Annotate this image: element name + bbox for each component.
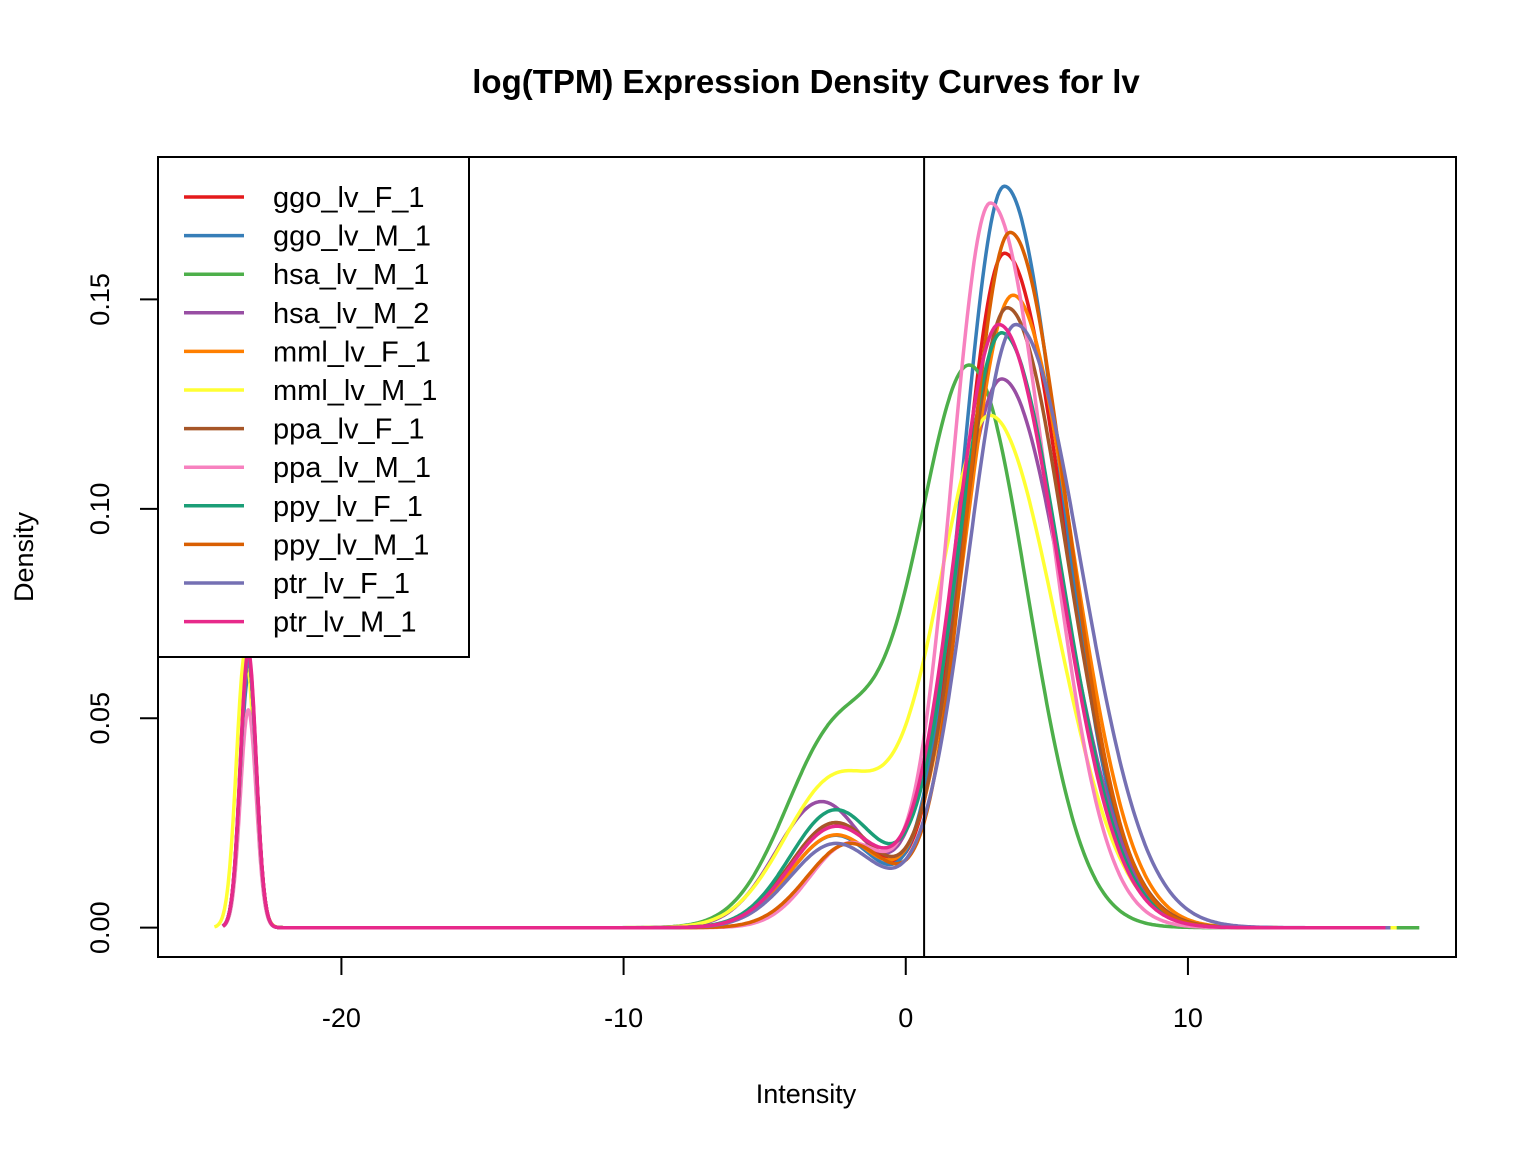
y-tick-label: 0.15 bbox=[85, 273, 115, 326]
legend-label: ppa_lv_M_1 bbox=[273, 452, 431, 484]
legend-label: ppa_lv_F_1 bbox=[273, 414, 425, 446]
legend-label: ppy_lv_M_1 bbox=[273, 529, 429, 561]
legend-label: ptr_lv_M_1 bbox=[273, 607, 416, 639]
x-tick-label: 10 bbox=[1173, 1003, 1203, 1033]
y-tick-label: 0.00 bbox=[85, 901, 115, 954]
y-axis-label: Density bbox=[9, 511, 39, 602]
legend-label: ptr_lv_F_1 bbox=[273, 568, 410, 600]
legend-label: ggo_lv_M_1 bbox=[273, 221, 431, 253]
x-tick-label: 0 bbox=[898, 1003, 913, 1033]
series-line-ptr_lv_M_1 bbox=[221, 322, 1386, 930]
legend-label: mml_lv_M_1 bbox=[273, 375, 437, 407]
y-tick-label: 0.05 bbox=[85, 692, 115, 745]
density-curves bbox=[213, 184, 1420, 930]
legend-label: ggo_lv_F_1 bbox=[273, 182, 425, 214]
y-tick-label: 0.10 bbox=[85, 483, 115, 536]
legend: ggo_lv_F_1 ggo_lv_M_1 hsa_lv_M_1 hsa_lv_M_2… bbox=[157, 156, 470, 658]
x-axis-label: Intensity bbox=[756, 1079, 857, 1109]
legend-label: ppy_lv_F_1 bbox=[273, 491, 423, 523]
chart-title: log(TPM) Expression Density Curves for l… bbox=[472, 63, 1140, 100]
legend-box bbox=[157, 156, 470, 658]
legend-label: hsa_lv_M_1 bbox=[273, 259, 429, 291]
legend-label: mml_lv_F_1 bbox=[273, 336, 431, 368]
x-tick-label: -20 bbox=[322, 1003, 361, 1033]
legend-label: hsa_lv_M_2 bbox=[273, 298, 429, 330]
x-tick-label: -10 bbox=[604, 1003, 643, 1033]
x-axis: -20 -10 0 10 bbox=[322, 956, 1203, 1033]
